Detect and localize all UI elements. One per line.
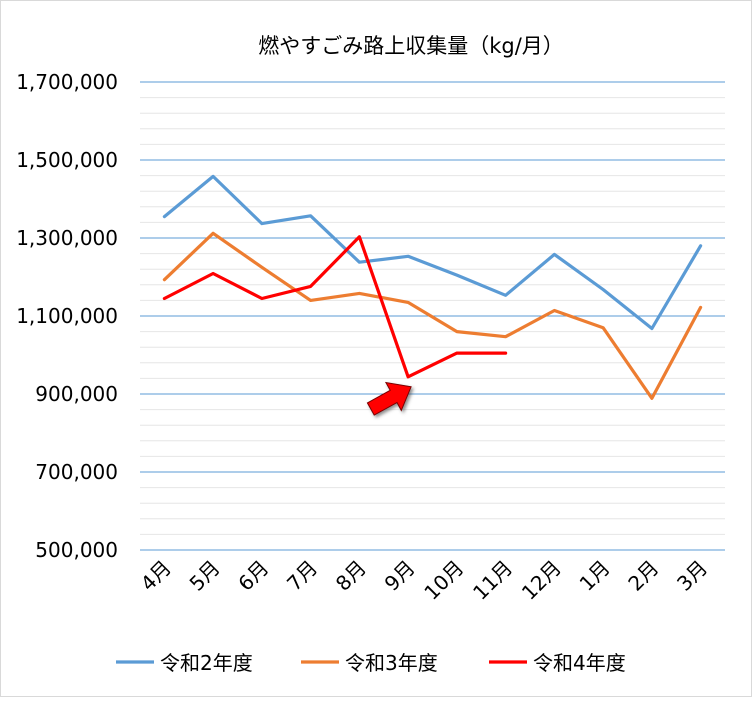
arrow-annotation: [366, 381, 412, 416]
minor-gridlines: [140, 97, 725, 535]
y-tick-label: 500,000: [35, 538, 118, 562]
legend: 令和2年度 令和3年度 令和4年度: [116, 651, 626, 675]
y-tick-label: 1,500,000: [16, 148, 118, 172]
major-gridlines: [140, 81, 725, 551]
series-line: [162, 174, 703, 331]
x-tick-label: 7月: [282, 556, 322, 596]
series-line: [162, 235, 508, 379]
series-line: [162, 231, 703, 400]
x-tick-label: 11月: [468, 556, 517, 605]
y-tick-label: 1,100,000: [16, 304, 118, 328]
x-tick-label: 5月: [185, 556, 225, 596]
y-tick-label: 1,700,000: [16, 70, 118, 94]
x-tick-label: 8月: [331, 556, 371, 596]
legend-label: 令和4年度: [533, 651, 626, 675]
arrow-shape: [366, 381, 412, 416]
y-axis-ticks: 500,000 700,000 900,000 1,100,000 1,300,000 1…: [16, 70, 118, 562]
x-tick-label: 2月: [623, 556, 663, 596]
x-tick-label: 6月: [233, 556, 273, 596]
series-lines: [162, 174, 703, 400]
legend-label: 令和2年度: [160, 651, 253, 675]
y-tick-label: 900,000: [35, 382, 118, 406]
chart-title: 燃やすごみ路上収集量（kg/月）: [258, 34, 564, 58]
x-tick-label: 1月: [575, 556, 615, 596]
x-tick-label: 9月: [380, 556, 420, 596]
legend-label: 令和3年度: [345, 651, 438, 675]
x-tick-label: 3月: [672, 556, 712, 596]
x-tick-label: 4月: [136, 556, 176, 596]
y-tick-label: 700,000: [35, 460, 118, 484]
x-tick-label: 10月: [419, 556, 468, 605]
y-tick-label: 1,300,000: [16, 226, 118, 250]
x-axis-ticks: 4月 5月 6月 7月 8月 9月 10月 11月 12月 1月 2月 3月: [136, 556, 712, 605]
x-tick-label: 12月: [517, 556, 566, 605]
